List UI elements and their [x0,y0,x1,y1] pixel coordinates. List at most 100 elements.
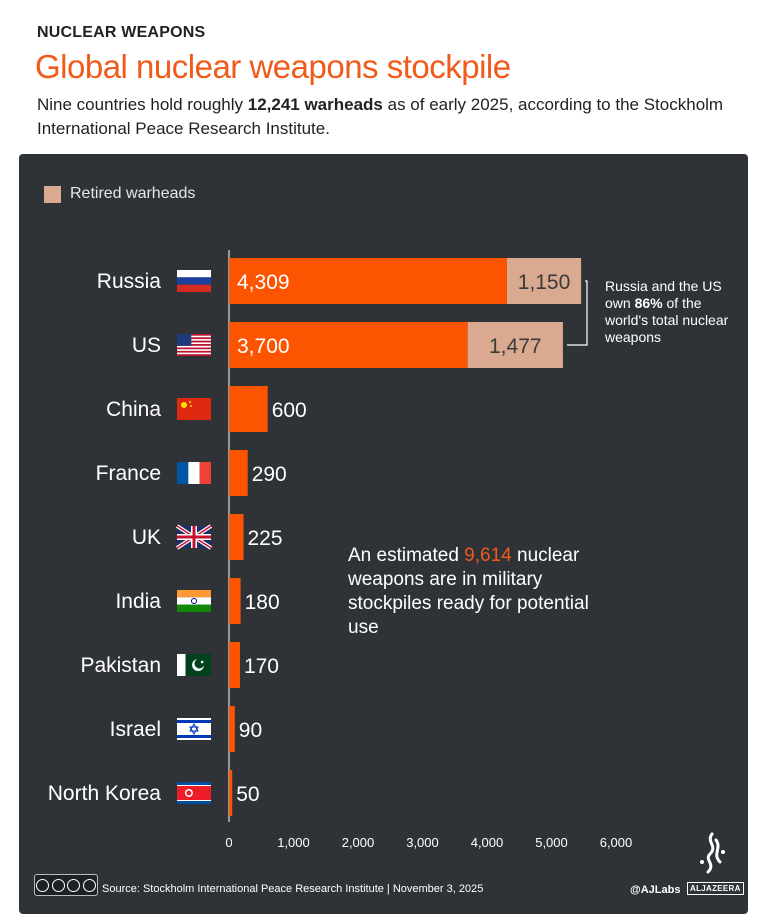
flag-part [177,786,211,800]
flag-part [177,654,186,676]
callout-highlight: 9,614 [464,545,512,566]
creative-commons-badge [34,874,98,896]
aljazeera-logo-icon [700,832,725,874]
value-label-france: 290 [252,463,287,486]
flag-part [189,401,191,403]
callout-post: nuclear weapons are in military stockpil… [348,545,589,638]
flag-part [177,735,211,738]
flag-part [177,334,192,346]
flag-part [200,660,204,664]
flag-part [177,342,211,345]
flag-part [177,718,211,740]
subtitle: Nine countries hold roughly 12,241 warhe… [37,93,737,141]
value-label-north-korea: 50 [236,783,259,806]
legend-label-retired: Retired warheads [70,185,196,202]
flag-part [177,344,211,346]
value-label-india: 180 [245,591,280,614]
bar-pakistan [229,642,240,688]
flag-part [191,598,197,604]
kicker: NUCLEAR WEAPONS [37,24,206,41]
x-tick-label: 0 [225,835,232,850]
ajlabs-handle: @AJLabs [630,884,681,896]
india-flag-icon [177,590,211,612]
flag-part [177,277,211,285]
flag-part [177,350,211,353]
country-label-russia: Russia [97,270,162,293]
country-label-north-korea: North Korea [48,782,162,805]
country-label-china: China [106,398,161,421]
annotation-bold: 86% [634,295,663,311]
annotation-pre: Russia and the US own [605,278,722,311]
country-label-uk: UK [132,526,161,549]
x-tick-label: 1,000 [277,835,310,850]
flag-part [194,658,205,669]
china-flag-icon [177,398,211,420]
flag-part [177,335,211,338]
x-tick-label: 5,000 [535,835,568,850]
bar-india [229,578,241,624]
country-label-india: India [115,590,161,613]
flag-part [177,604,211,612]
flag-part [177,284,211,292]
flag-part [177,462,189,484]
flag-part [177,334,211,336]
retired-bar-russia [506,258,582,304]
country-label-israel: Israel [110,718,161,741]
value-label-pakistan: 170 [244,655,279,678]
bar-israel [229,706,235,752]
annotation-post: of the world's total nuclear weapons [605,295,729,345]
bar-china [229,386,268,432]
flag-part [186,790,192,796]
subtitle-bold: 12,241 warheads [247,95,383,114]
subtitle-pre: Nine countries hold roughly [37,95,248,114]
value-label-russia: 4,309 [237,271,290,294]
legend-swatch-retired [44,185,61,203]
flag-part [177,597,211,605]
flag-part [177,398,211,420]
nc-icon [67,878,81,892]
flag-part [177,535,211,539]
flag-part [188,462,200,484]
sa-icon [82,878,96,892]
x-tick-label: 6,000 [600,835,633,850]
uk-flag-icon [175,524,213,550]
bar-us [229,322,468,368]
x-tick-label: 4,000 [471,835,504,850]
annotation-bracket [566,280,588,346]
bar-north-korea [229,770,233,816]
retired-label-russia: 1,150 [518,271,571,294]
source-footer: Source: Stockholm International Peace Re… [102,883,484,895]
flag-part [177,337,211,340]
bar-france [229,450,248,496]
flag-part [177,590,211,598]
value-label-china: 600 [272,399,307,422]
aljazeera-wordmark: ALJAZEERA [687,882,744,895]
us-flag-icon [177,334,211,356]
france-flag-icon [177,462,211,484]
value-label-uk: 225 [248,527,283,550]
x-tick-label: 2,000 [342,835,375,850]
flag-part [177,345,211,348]
pakistan-flag-icon [177,654,211,676]
north-korea-flag-icon [177,782,211,804]
value-label-israel: 90 [239,719,262,742]
subtitle-post: as of early 2025, according to the Stock… [37,95,724,138]
x-tick-label: 3,000 [406,835,439,850]
callout-pre: An estimated [348,545,465,566]
flag-part [177,340,211,343]
flag-part [177,349,211,351]
flag-part [177,270,211,278]
flag-part [177,347,211,350]
russia-flag-icon [177,270,211,292]
country-label-pakistan: Pakistan [80,654,161,677]
by-icon [51,878,65,892]
retired-bar-us [467,322,563,368]
flag-part [181,402,187,408]
country-label-france: France [96,462,161,485]
flag-part [190,405,192,407]
israel-flag-icon [177,718,211,740]
flag-part [177,339,211,341]
flag-part [199,462,211,484]
bar-uk [229,514,244,560]
